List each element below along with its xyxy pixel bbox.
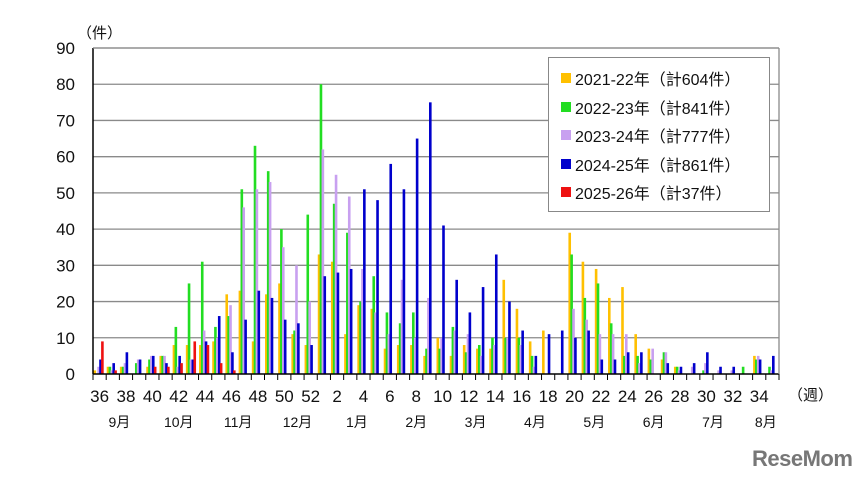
y-axis-ticks: 0 10 20 30 40 50 60 70 80 90: [56, 39, 75, 384]
svg-text:48: 48: [248, 387, 267, 406]
svg-text:32: 32: [723, 387, 742, 406]
legend: 2021-22年（計604件） 2022-23年（計841件） 2023-24年…: [548, 57, 770, 212]
legend-swatch-icon: [561, 130, 571, 141]
svg-text:26: 26: [644, 387, 663, 406]
svg-text:12: 12: [460, 387, 479, 406]
svg-text:46: 46: [222, 387, 241, 406]
svg-text:10: 10: [433, 387, 452, 406]
bar-series: [93, 84, 775, 374]
svg-text:30: 30: [56, 256, 75, 275]
svg-text:1月: 1月: [346, 414, 368, 430]
legend-swatch-icon: [561, 73, 571, 84]
svg-text:12月: 12月: [283, 414, 313, 430]
svg-text:6月: 6月: [643, 414, 665, 430]
svg-text:22: 22: [591, 387, 610, 406]
svg-text:30: 30: [697, 387, 716, 406]
svg-text:36: 36: [90, 387, 109, 406]
svg-text:11月: 11月: [224, 414, 253, 430]
svg-text:14: 14: [486, 387, 505, 406]
month-labels: 9月 10月 11月 12月 1月 2月 3月 4月 5月 6月 7月 8月: [108, 414, 776, 430]
svg-text:80: 80: [56, 75, 75, 94]
svg-text:38: 38: [117, 387, 136, 406]
legend-label: 2023-24年（計777件）: [575, 129, 741, 147]
svg-text:7月: 7月: [702, 414, 724, 430]
svg-text:52: 52: [301, 387, 320, 406]
legend-label: 2025-26年（計37件）: [575, 186, 732, 204]
svg-text:10: 10: [56, 329, 75, 348]
legend-item: 2024-25年（計861件）: [561, 150, 769, 179]
svg-text:42: 42: [169, 387, 188, 406]
svg-text:5月: 5月: [583, 414, 605, 430]
svg-text:44: 44: [196, 387, 215, 406]
y-axis-unit: （件）: [77, 25, 123, 42]
legend-swatch-icon: [561, 187, 571, 198]
svg-text:28: 28: [671, 387, 690, 406]
svg-text:18: 18: [539, 387, 558, 406]
svg-text:24: 24: [618, 387, 637, 406]
legend-swatch-icon: [561, 101, 571, 112]
svg-text:40: 40: [56, 220, 75, 239]
svg-text:3月: 3月: [465, 414, 487, 430]
resemom-logo: ReseMom: [752, 446, 853, 471]
legend-item: 2025-26年（計37件）: [561, 178, 769, 207]
svg-text:2月: 2月: [405, 414, 427, 430]
svg-text:50: 50: [56, 184, 75, 203]
legend-swatch-icon: [561, 158, 571, 169]
legend-label: 2022-23年（計841件）: [575, 100, 741, 118]
svg-text:8: 8: [411, 387, 420, 406]
svg-text:16: 16: [512, 387, 531, 406]
svg-text:8月: 8月: [755, 414, 777, 430]
legend-item: 2021-22年（計604件）: [561, 64, 769, 93]
legend-label: 2024-25年（計861件）: [575, 157, 741, 175]
svg-text:0: 0: [66, 365, 75, 384]
svg-text:2: 2: [332, 387, 341, 406]
svg-text:50: 50: [275, 387, 294, 406]
svg-text:90: 90: [56, 39, 75, 58]
svg-text:60: 60: [56, 148, 75, 167]
svg-text:20: 20: [56, 293, 75, 312]
x-axis-ticks: 36 38 40 42 44 46 48 50 52 2 4 6 8 10 12 14 16 18 20 22 24 26…: [90, 374, 780, 406]
svg-text:4: 4: [359, 387, 368, 406]
svg-text:9月: 9月: [108, 414, 130, 430]
svg-text:40: 40: [143, 387, 162, 406]
svg-text:70: 70: [56, 111, 75, 130]
legend-label: 2021-22年（計604件）: [575, 72, 741, 90]
svg-text:4月: 4月: [524, 414, 546, 430]
legend-item: 2022-23年（計841件）: [561, 93, 769, 122]
legend-item: 2023-24年（計777件）: [561, 121, 769, 150]
svg-text:6: 6: [385, 387, 394, 406]
svg-text:10月: 10月: [164, 414, 194, 430]
svg-text:34: 34: [750, 387, 769, 406]
x-axis-unit: （週）: [788, 387, 834, 404]
svg-text:20: 20: [565, 387, 584, 406]
